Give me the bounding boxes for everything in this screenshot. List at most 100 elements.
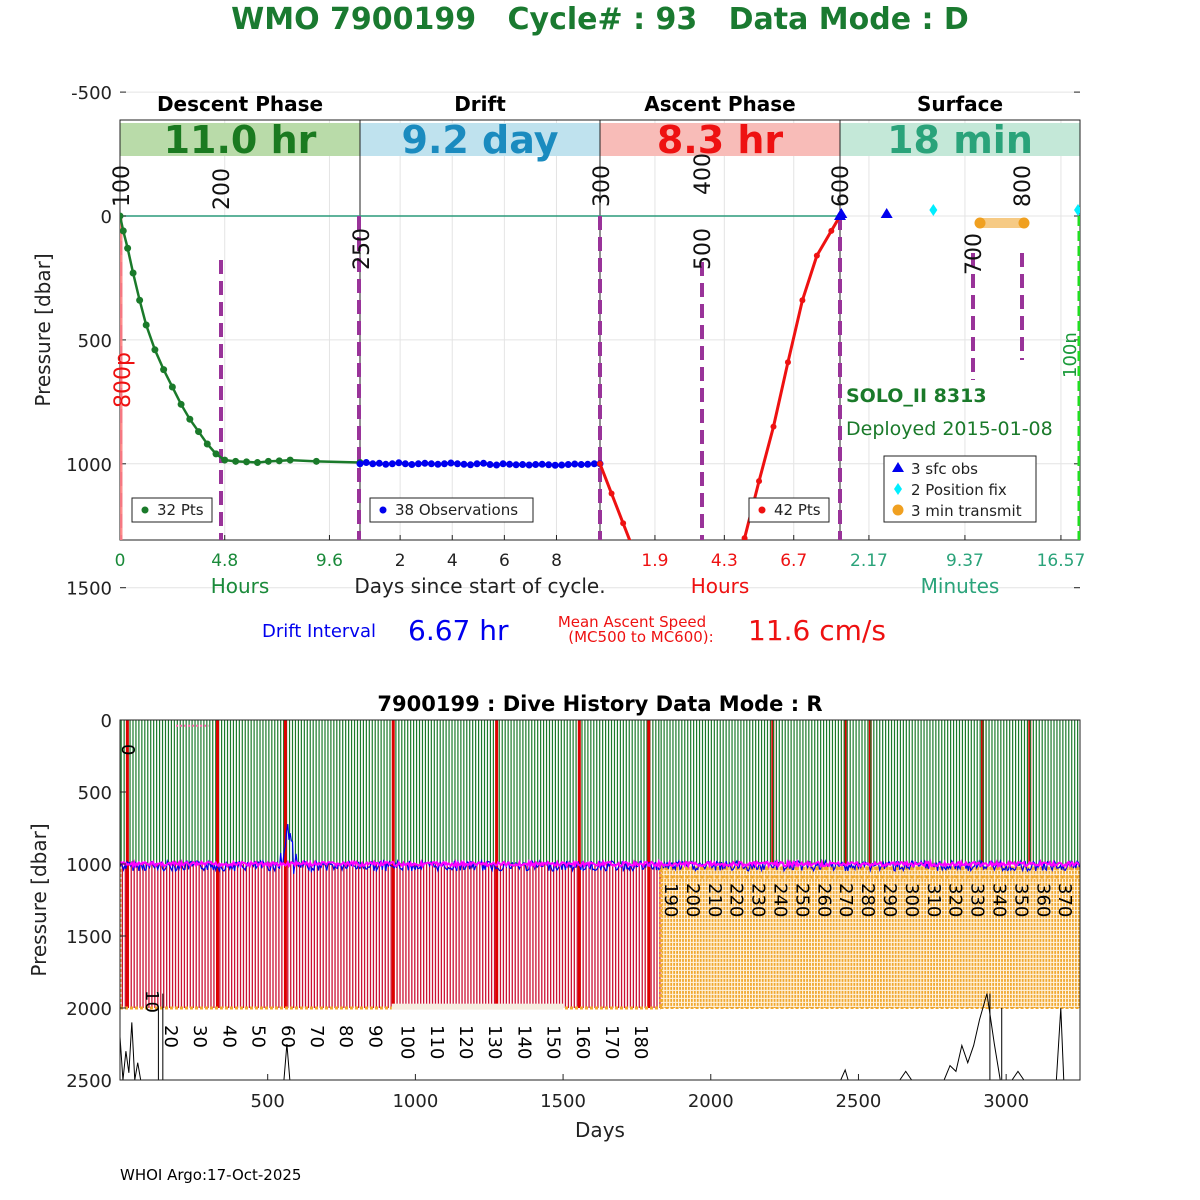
data-point xyxy=(186,415,194,423)
data-point xyxy=(275,457,283,465)
series-line-0 xyxy=(120,215,361,464)
x-tick-label: 2500 xyxy=(836,1091,882,1112)
data-point xyxy=(434,460,442,468)
data-point xyxy=(460,460,468,468)
data-point xyxy=(512,461,520,469)
x-tick-label: 4 xyxy=(447,551,458,571)
profile-series xyxy=(120,204,1080,540)
data-point xyxy=(756,478,763,485)
data-point xyxy=(142,321,150,329)
mission-code-markers xyxy=(120,216,1080,540)
y-tick-label: 1000 xyxy=(66,455,112,476)
data-point xyxy=(597,460,603,467)
data-point xyxy=(545,461,553,469)
data-point xyxy=(453,460,461,468)
cycle-label: 120 xyxy=(455,1025,476,1059)
data-point xyxy=(486,461,494,469)
cycle-label: 270 xyxy=(835,883,856,917)
data-point xyxy=(160,366,168,374)
data-point xyxy=(571,460,579,468)
cycle-label: 160 xyxy=(572,1025,593,1059)
data-point xyxy=(129,269,137,277)
cycle-label: 60 xyxy=(277,1025,298,1048)
cycle-label: 260 xyxy=(813,883,834,917)
x-tick-label: 1500 xyxy=(540,1091,586,1112)
y-tick-label: 1000 xyxy=(66,855,112,876)
data-point xyxy=(525,461,533,469)
data-point xyxy=(741,535,748,540)
phase-name: Drift xyxy=(454,92,506,116)
deep-profile-band xyxy=(660,864,1080,1008)
y-axis-label: Pressure [dbar] xyxy=(31,253,55,406)
data-point xyxy=(312,457,320,465)
cycle-label: 300 xyxy=(901,883,922,917)
phase-name: Ascent Phase xyxy=(644,92,795,116)
pressure-label-left: 800p xyxy=(111,352,136,408)
descent-legend-swatch xyxy=(141,506,149,514)
cycle-label: 220 xyxy=(726,883,747,917)
data-point xyxy=(253,459,261,467)
drift-legend-swatch xyxy=(379,506,387,514)
sfc-obs-point xyxy=(880,208,893,218)
series-line-2 xyxy=(598,215,842,540)
history-cycle-labels: 0 10 20 30 40 50 60 70 80 90 100 110 120 130 140 150 160… xyxy=(117,744,1075,1059)
profile-x-axis: 0 4.8 9.6 Hours 2 4 6 8 Days since start of cycl… xyxy=(115,535,1086,598)
data-point xyxy=(124,244,132,252)
data-point xyxy=(232,457,240,465)
x-tick-label: 1.9 xyxy=(641,551,668,571)
x-tick-label: 0 xyxy=(115,551,126,571)
x-tick-label: 9.37 xyxy=(946,551,984,571)
data-point xyxy=(203,440,211,448)
data-point xyxy=(499,460,507,468)
cycle-label: 200 xyxy=(682,883,703,917)
cycle-label: 250 xyxy=(791,883,812,917)
data-point xyxy=(264,457,272,465)
mission-code-label: 500 xyxy=(691,228,716,270)
data-point xyxy=(421,459,429,467)
page-title: WMO 7900199 Cycle# : 93 Data Mode : D xyxy=(231,2,969,37)
cycle-label: 240 xyxy=(770,883,791,917)
surface-legend-swatch xyxy=(892,504,904,516)
y-tick-label: 2000 xyxy=(66,999,112,1020)
data-point xyxy=(584,460,592,468)
data-point xyxy=(382,460,390,468)
mission-code-label: 700 xyxy=(962,233,987,275)
x-axis-unit: Minutes xyxy=(921,574,1000,598)
cycle-label: 10 xyxy=(141,990,162,1013)
cycle-label: 360 xyxy=(1032,883,1053,917)
data-point xyxy=(506,460,514,468)
x-axis-unit: Hours xyxy=(691,574,750,598)
x-tick-label: 16.57 xyxy=(1037,551,1086,571)
data-point xyxy=(493,461,501,469)
surface-legend-swatch xyxy=(894,483,902,495)
history-frame-rect xyxy=(119,719,1081,1081)
drift-pressure-trace xyxy=(120,823,1080,874)
x-tick-label: 500 xyxy=(251,1091,285,1112)
cycle-label: 170 xyxy=(601,1025,622,1059)
y-tick-label: 500 xyxy=(78,783,112,804)
y-tick-label: 2500 xyxy=(66,1071,112,1092)
cycle-label: 150 xyxy=(543,1025,564,1059)
history-title: 7900199 : Dive History Data Mode : R xyxy=(377,692,822,716)
mission-code-label: 250 xyxy=(350,228,375,270)
ascent-legend-label: 42 Pts xyxy=(774,501,821,519)
data-point xyxy=(447,459,455,467)
descent-legend-label: 32 Pts xyxy=(157,501,204,519)
mission-code-label: 600 xyxy=(829,165,854,207)
cycle-label: 130 xyxy=(484,1025,505,1059)
x-tick-label: 6.7 xyxy=(780,551,807,571)
cycle-label: 110 xyxy=(426,1025,447,1059)
data-point xyxy=(770,423,777,430)
data-point xyxy=(558,461,566,469)
cycle-label: 140 xyxy=(513,1025,534,1059)
transmit-point xyxy=(974,217,986,229)
cycle-label: 190 xyxy=(660,883,681,917)
drift-interval-label: Drift Interval xyxy=(262,621,376,642)
data-point xyxy=(388,460,396,468)
drift-interval-value: 6.67 hr xyxy=(408,614,509,647)
data-point xyxy=(538,460,546,468)
profile-legends: 32 Pts 38 Observations 42 Pts 3 sfc obs 2 Po… xyxy=(131,455,1037,523)
surface-legend-label: 3 sfc obs xyxy=(911,460,978,478)
